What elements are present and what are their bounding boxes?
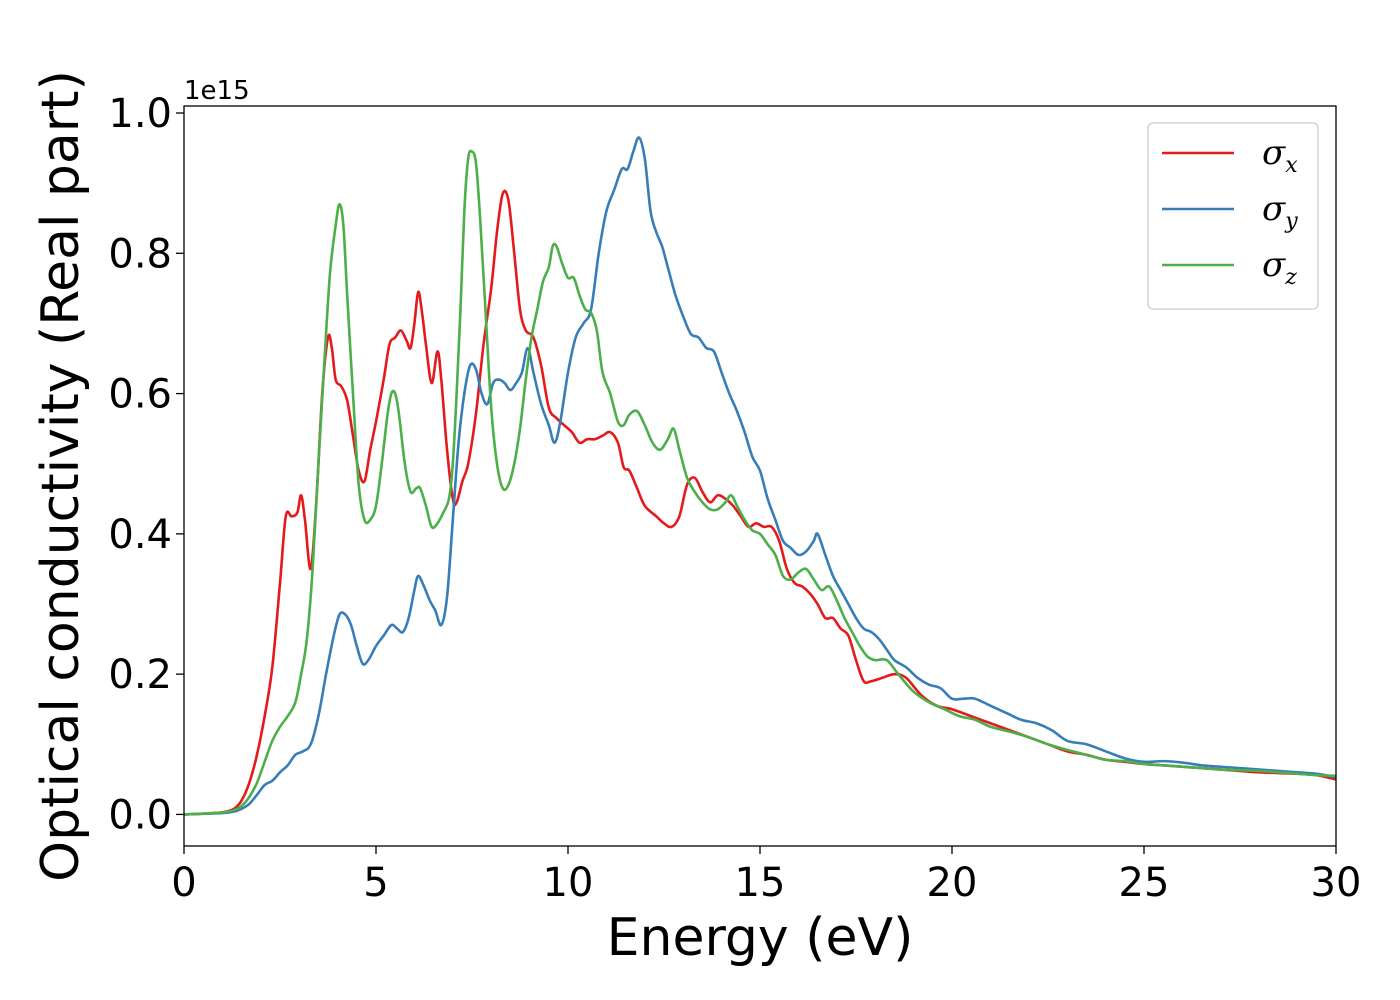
y-axis: 0.0 0.2 0.4 0.6 0.8 1.0: [108, 91, 184, 838]
y-tick-label: 0.4: [108, 512, 172, 558]
y-offset-label: 1e15: [184, 76, 250, 106]
x-tick-label: 10: [543, 860, 594, 906]
x-tick-label: 20: [927, 860, 978, 906]
legend-label-y: σy: [1262, 189, 1298, 234]
x-axis: 0 5 10 15 20 25 30: [171, 846, 1361, 906]
x-tick-label: 15: [735, 860, 786, 906]
legend: σx σy σz: [1147, 122, 1319, 310]
y-tick-label: 0.2: [108, 652, 172, 698]
x-tick-label: 0: [171, 860, 196, 906]
y-tick-label: 0.0: [108, 792, 172, 838]
y-tick-label: 1.0: [108, 91, 172, 137]
series-line-z: [184, 149, 1336, 816]
legend-label-x: σx: [1262, 133, 1298, 178]
plot-layer: [184, 136, 1336, 816]
series-line-y: [184, 136, 1336, 816]
y-tick-label: 0.6: [108, 372, 172, 418]
x-axis-title: Energy (eV): [607, 908, 914, 968]
y-axis-title: Optical conductivity (Real part): [31, 70, 91, 882]
legend-label-z: σz: [1262, 245, 1297, 290]
x-tick-label: 25: [1119, 860, 1170, 906]
y-tick-label: 0.8: [108, 231, 172, 277]
legend-box: [1147, 122, 1319, 310]
x-tick-label: 30: [1311, 860, 1362, 906]
x-tick-label: 5: [363, 860, 388, 906]
